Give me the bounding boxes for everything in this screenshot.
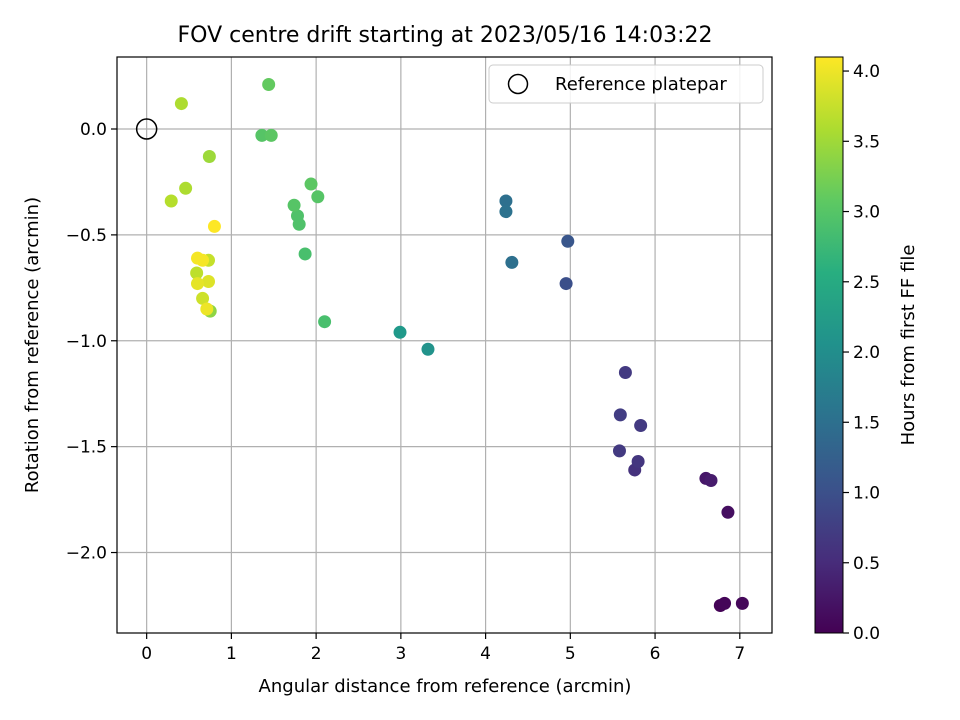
x-tick-label: 2: [311, 644, 322, 664]
data-point: [499, 205, 513, 219]
x-tick-label: 6: [650, 644, 661, 664]
legend-entry-reference: Reference platepar: [555, 74, 727, 95]
data-point: [735, 596, 749, 610]
colorbar: [814, 56, 844, 634]
data-point: [255, 128, 269, 142]
y-ticks: 0.0 −0.5 −1.0 −1.5 −2.0: [66, 120, 117, 564]
data-point: [618, 366, 632, 380]
colorbar-tick-label: 3.0: [853, 203, 880, 223]
data-point: [311, 190, 325, 204]
x-tick-label: 4: [480, 644, 491, 664]
colorbar-tick-label: 1.5: [853, 413, 880, 433]
y-tick-label: 0.0: [80, 120, 107, 140]
x-tick-label: 7: [734, 644, 745, 664]
colorbar-tick-label: 2.0: [853, 343, 880, 363]
data-point: [304, 177, 318, 191]
colorbar-ticks: 0.0 0.5 1.0 1.5 2.0 2.5 3.0 3.5 4.0: [843, 62, 880, 644]
data-point: [631, 454, 645, 468]
colorbar-tick-label: 4.0: [853, 62, 880, 82]
colorbar-label: Hours from first FF file: [898, 245, 919, 446]
data-point: [264, 128, 278, 142]
data-point: [559, 277, 573, 291]
data-point: [262, 78, 276, 92]
data-point: [287, 198, 301, 212]
data-point: [561, 234, 575, 248]
data-point: [290, 209, 304, 223]
data-point: [196, 253, 210, 267]
reference-marker: [135, 118, 158, 140]
data-point: [421, 342, 435, 356]
grid-lines: [117, 57, 772, 633]
x-ticks: 0 1 2 3 4 5 6 7: [141, 633, 745, 664]
data-point: [499, 194, 513, 208]
data-point: [718, 596, 732, 610]
data-point: [721, 505, 735, 519]
data-point: [505, 255, 519, 269]
x-axis-label: Angular distance from reference (arcmin): [259, 676, 632, 697]
y-axis-label: Rotation from reference (arcmin): [22, 197, 43, 493]
y-tick-label: −0.5: [66, 226, 107, 246]
x-tick-label: 1: [226, 644, 237, 664]
y-tick-label: −1.5: [66, 438, 107, 458]
y-tick-label: −1.0: [66, 332, 107, 352]
plot-area: [117, 57, 772, 633]
colorbar-tick-label: 2.5: [853, 273, 880, 293]
data-point: [298, 247, 312, 261]
colorbar-tick-label: 3.5: [853, 132, 880, 152]
colorbar-tick-label: 0.0: [853, 624, 880, 644]
data-point: [200, 302, 214, 316]
data-point: [190, 266, 204, 280]
x-tick-label: 3: [395, 644, 406, 664]
data-point: [164, 194, 178, 208]
data-point: [612, 444, 626, 458]
data-point: [704, 474, 718, 488]
data-point: [202, 274, 216, 288]
chart-title: FOV centre drift starting at 2023/05/16 …: [178, 23, 713, 48]
data-point: [179, 181, 193, 195]
data-point: [318, 315, 332, 329]
colorbar-tick-label: 0.5: [853, 554, 880, 574]
colorbar-tick-label: 1.0: [853, 484, 880, 504]
data-point: [613, 408, 627, 422]
legend: Reference platepar: [488, 64, 764, 104]
data-point: [190, 277, 204, 291]
data-point: [196, 291, 210, 305]
legend-reference-marker: [507, 73, 529, 95]
plot-frame: [116, 56, 773, 634]
data-point: [207, 219, 221, 233]
data-point: [393, 325, 407, 339]
data-points: [164, 78, 749, 612]
data-point: [634, 418, 648, 432]
reference-marker-group: [135, 118, 158, 140]
data-point: [202, 150, 216, 164]
y-tick-label: −2.0: [66, 544, 107, 564]
x-tick-label: 5: [565, 644, 576, 664]
x-tick-label: 0: [141, 644, 152, 664]
data-point: [174, 97, 188, 111]
legend-box: [488, 64, 764, 104]
